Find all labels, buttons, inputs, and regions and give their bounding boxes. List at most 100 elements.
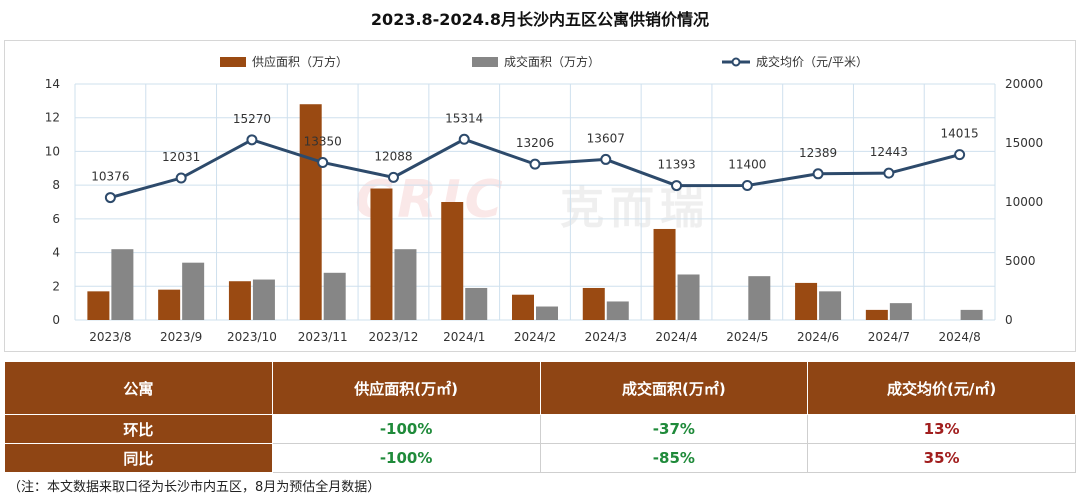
x-tick-label: 2023/11 [298, 330, 348, 344]
point-price [529, 158, 541, 170]
legend-label-deal: 成交面积（万方） [504, 54, 600, 69]
bar-deal [394, 249, 417, 320]
legend-swatch-deal [472, 57, 498, 67]
y-right-tick-label: 5000 [1005, 254, 1036, 268]
data-label-price: 12443 [870, 145, 908, 159]
point-price [175, 172, 187, 184]
point-price [883, 167, 895, 179]
data-label-price: 13206 [516, 136, 554, 150]
summary-table: 公寓 供应面积(万㎡) 成交面积(万㎡) 成交均价(元/㎡) 环比 -100% … [4, 361, 1076, 473]
point-price [458, 133, 470, 145]
data-label-price: 12031 [162, 150, 200, 164]
bar-supply [795, 282, 818, 320]
data-label-price: 13350 [304, 134, 342, 148]
bar-supply [370, 188, 393, 320]
point-price [671, 180, 683, 192]
data-label-price: 15270 [233, 112, 271, 126]
bar-supply [441, 202, 464, 320]
y-left-tick-label: 6 [52, 212, 60, 226]
bar-deal [465, 287, 488, 320]
point-price [600, 153, 612, 165]
table-row: 同比 -100% -85% 35% [4, 443, 1076, 473]
legend-marker-price [731, 57, 741, 67]
bar-deal [252, 279, 275, 320]
data-label-price: 12088 [374, 149, 412, 163]
y-left-tick-label: 2 [52, 279, 60, 293]
x-tick-label: 2024/2 [514, 330, 556, 344]
x-tick-label: 2024/8 [939, 330, 981, 344]
table-row: 环比 -100% -37% 13% [4, 414, 1076, 444]
x-tick-label: 2024/4 [655, 330, 697, 344]
cell-yoy-deal: -85% [539, 443, 809, 473]
point-price [954, 149, 966, 161]
point-price [741, 179, 753, 191]
point-price [246, 134, 258, 146]
table-header-price: 成交均价(元/㎡) [807, 361, 1076, 415]
cell-mom-supply: -100% [271, 414, 541, 444]
bar-deal [536, 306, 558, 320]
y-right-tick-label: 0 [1005, 313, 1013, 327]
bar-supply [653, 228, 676, 320]
x-tick-label: 2024/7 [868, 330, 910, 344]
bar-deal [111, 249, 134, 320]
y-left-tick-label: 14 [45, 77, 60, 91]
x-tick-label: 2024/1 [443, 330, 485, 344]
data-label-price: 11400 [728, 157, 766, 171]
data-label-price: 13607 [587, 131, 625, 145]
cell-yoy-supply: -100% [271, 443, 541, 473]
bar-deal [819, 291, 842, 320]
bar-supply [512, 294, 534, 320]
x-tick-label: 2023/8 [89, 330, 131, 344]
legend-label-supply: 供应面积（万方） [252, 54, 348, 69]
point-price [812, 168, 824, 180]
bar-deal [889, 303, 912, 320]
legend-swatch-supply [220, 57, 246, 67]
x-tick-label: 2023/10 [227, 330, 277, 344]
bar-supply [158, 289, 181, 320]
data-label-price: 15314 [445, 111, 483, 125]
data-label-price: 12389 [799, 146, 837, 160]
bar-supply [865, 309, 888, 320]
y-left-tick-label: 8 [52, 178, 60, 192]
footnote: （注：本文数据来取口径为长沙市内五区，8月为预估全月数据） [8, 480, 381, 495]
data-label-price: 14015 [941, 127, 979, 141]
x-tick-label: 2023/9 [160, 330, 202, 344]
table-header-supply: 供应面积(万㎡) [271, 361, 541, 415]
combo-chart: 0 2 4 6 8 10 12 14 0 5000 10000 15000 20000 2023/8 202… [45, 54, 1043, 344]
data-label-price: 10376 [91, 170, 129, 184]
point-price [317, 156, 329, 168]
data-label-price: 11393 [657, 158, 695, 172]
point-price [104, 192, 116, 204]
y-left-tick-label: 12 [45, 111, 60, 125]
y-right-tick-label: 10000 [1005, 195, 1043, 209]
x-tick-label: 2024/5 [726, 330, 768, 344]
x-tick-label: 2023/12 [369, 330, 419, 344]
cell-mom-deal: -37% [539, 414, 809, 444]
bar-deal [323, 272, 346, 320]
row-label-yoy: 同比 [4, 443, 273, 473]
y-right-tick-label: 20000 [1005, 77, 1043, 91]
bar-deal [960, 309, 983, 320]
y-left-tick-label: 4 [52, 246, 60, 260]
bar-deal [748, 276, 771, 320]
y-left-tick-label: 0 [52, 313, 60, 327]
chart-frame [4, 40, 1076, 352]
table-header-deal: 成交面积(万㎡) [539, 361, 809, 415]
bar-supply [582, 287, 605, 320]
bar-supply [87, 291, 110, 320]
y-left-tick-label: 10 [45, 144, 60, 158]
y-right-tick-label: 15000 [1005, 136, 1043, 150]
table-header-type: 公寓 [4, 361, 273, 415]
row-label-mom: 环比 [4, 414, 273, 444]
bar-deal [677, 274, 700, 320]
chart-title: 2023.8-2024.8月长沙内五区公寓供销价情况 [370, 10, 710, 29]
watermark-text: 克而瑞 [560, 183, 710, 234]
cell-yoy-price: 35% [807, 443, 1076, 473]
x-tick-label: 2024/6 [797, 330, 839, 344]
bar-deal [182, 262, 205, 320]
point-price [387, 171, 399, 183]
bar-deal [606, 301, 629, 320]
legend-label-price: 成交均价（元/平米） [756, 54, 868, 69]
x-tick-label: 2024/3 [585, 330, 627, 344]
bar-supply [228, 281, 251, 320]
